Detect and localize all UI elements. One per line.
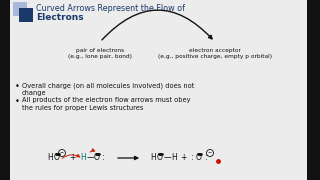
Text: :: : bbox=[204, 154, 207, 163]
Text: —: — bbox=[163, 154, 171, 163]
Text: electron acceptor
(e.g., positive charge, empty p orbital): electron acceptor (e.g., positive charge… bbox=[158, 48, 272, 59]
Text: +: + bbox=[180, 154, 186, 163]
Text: •: • bbox=[15, 97, 20, 106]
Text: :: : bbox=[102, 154, 104, 163]
Bar bbox=[13, 2, 27, 16]
Text: O: O bbox=[157, 154, 163, 163]
Text: Curved Arrows Represent the Flow of: Curved Arrows Represent the Flow of bbox=[36, 4, 185, 13]
Text: −: − bbox=[60, 150, 64, 156]
Text: O: O bbox=[94, 154, 100, 163]
Text: pair of electrons
(e.g., lone pair, bond): pair of electrons (e.g., lone pair, bond… bbox=[68, 48, 132, 59]
Text: •: • bbox=[15, 82, 20, 91]
Text: +: + bbox=[69, 154, 75, 163]
Text: O: O bbox=[54, 154, 60, 163]
Text: :: : bbox=[191, 154, 193, 163]
Text: Electrons: Electrons bbox=[36, 13, 84, 22]
Text: H: H bbox=[47, 154, 53, 163]
Text: H: H bbox=[80, 154, 86, 163]
Bar bbox=[307, 0, 320, 180]
Bar bbox=[0, 0, 10, 180]
Text: −: − bbox=[208, 150, 212, 156]
Text: Overall charge (on all molecules involved) does not
change: Overall charge (on all molecules involve… bbox=[22, 82, 194, 96]
Text: H: H bbox=[150, 154, 156, 163]
Text: All products of the electron flow arrows must obey
the rules for proper Lewis st: All products of the electron flow arrows… bbox=[22, 97, 190, 111]
Bar bbox=[19, 8, 33, 22]
Text: O: O bbox=[196, 154, 202, 163]
Text: H: H bbox=[171, 154, 177, 163]
Text: —: — bbox=[86, 154, 94, 163]
